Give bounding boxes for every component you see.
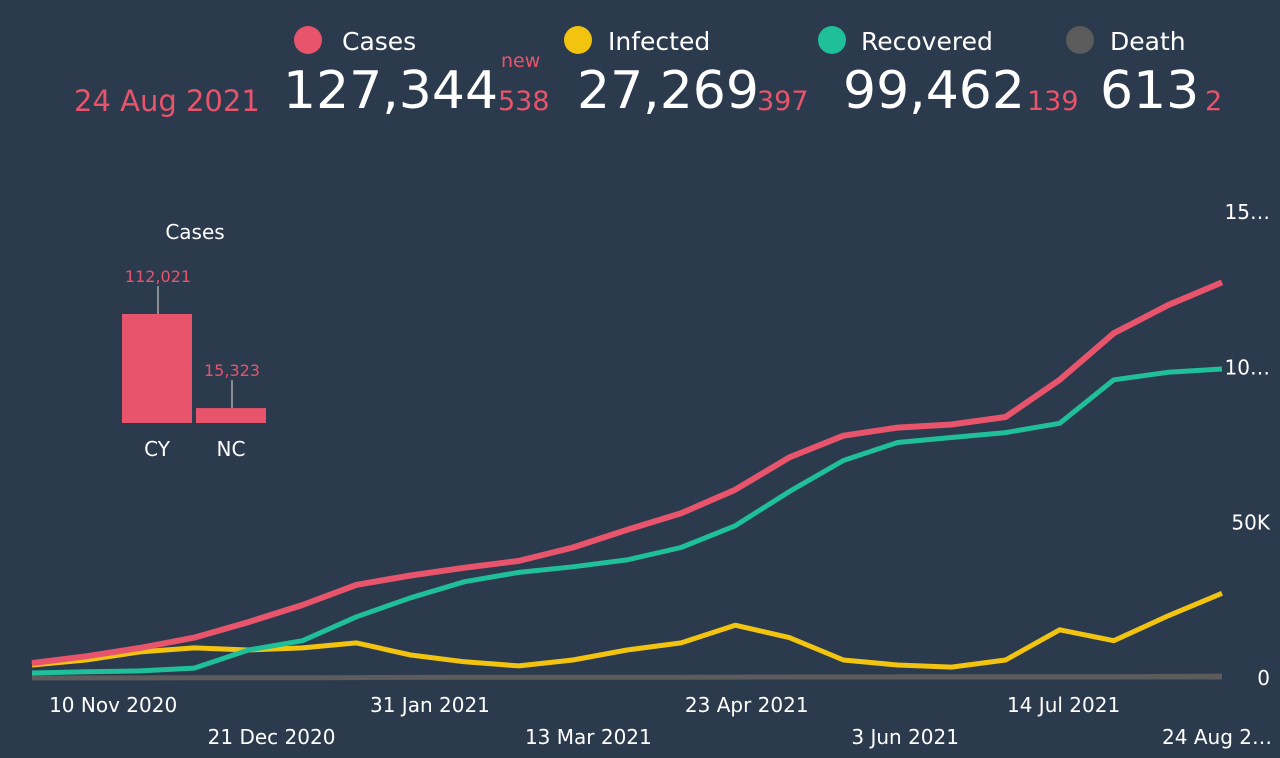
- y-tick-label: 50K: [1231, 511, 1270, 535]
- value-label: 112,021: [125, 267, 191, 286]
- x-tick-label: 10 Nov 2020: [49, 693, 177, 717]
- bar: [122, 314, 192, 423]
- x-tick-label: 21 Dec 2020: [208, 725, 336, 749]
- x-tick-label: 23 Apr 2021: [685, 693, 809, 717]
- stat-total: 27,269: [577, 61, 759, 121]
- legend-dot: [294, 26, 322, 54]
- stat-total: 99,462: [843, 61, 1025, 121]
- y-tick-label: 15…: [1225, 200, 1270, 224]
- legend-dot: [818, 26, 846, 54]
- legend-label: Cases: [342, 27, 416, 56]
- bar-chart-title: Cases: [165, 220, 224, 244]
- series-line: [32, 673, 1223, 681]
- value-label: 15,323: [204, 361, 260, 380]
- series-line: [31, 590, 1223, 670]
- stat-total: 613: [1100, 61, 1199, 121]
- x-tick-label: 24 Aug 2…: [1162, 725, 1272, 749]
- x-tick-label: NC: [217, 437, 246, 461]
- date: 24 Aug 2021: [74, 84, 260, 118]
- x-tick-label: 3 Jun 2021: [851, 725, 959, 749]
- charts: Cases 112,021 CY 15,323 NC 0 50K 10… 15… 10 Nov 2…: [31, 200, 1272, 749]
- x-tick-label: 14 Jul 2021: [1007, 693, 1120, 717]
- series-line: [31, 279, 1224, 667]
- y-tick-label: 0: [1257, 666, 1270, 690]
- x-tick-label: 13 Mar 2021: [525, 725, 652, 749]
- legend-label: Death: [1110, 27, 1186, 56]
- y-tick-label: 10…: [1225, 355, 1270, 379]
- stat-new: 2: [1205, 86, 1222, 117]
- x-tick-label: 31 Jan 2021: [370, 693, 490, 717]
- legend-dot: [1066, 26, 1094, 54]
- stat-new: 139: [1027, 86, 1079, 117]
- legend-dot: [564, 26, 592, 54]
- stat-new: 538: [498, 86, 550, 117]
- stat-total: 127,344: [283, 61, 498, 121]
- x-tick-label: CY: [144, 437, 171, 461]
- bar: [196, 408, 266, 423]
- series-line: [31, 366, 1223, 676]
- legend-label: Infected: [608, 27, 710, 56]
- new-label: new: [501, 50, 540, 72]
- legend-label: Recovered: [861, 27, 993, 56]
- stat-new: 397: [757, 86, 809, 117]
